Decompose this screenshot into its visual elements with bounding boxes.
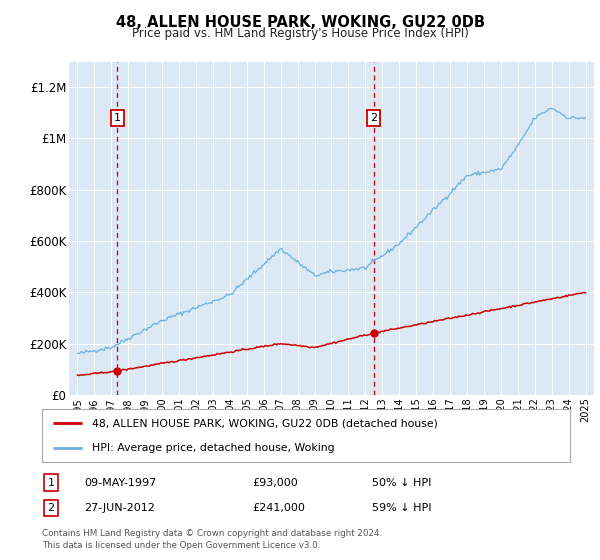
Text: 48, ALLEN HOUSE PARK, WOKING, GU22 0DB: 48, ALLEN HOUSE PARK, WOKING, GU22 0DB [115, 15, 485, 30]
Text: £241,000: £241,000 [252, 503, 305, 513]
Text: 09-MAY-1997: 09-MAY-1997 [84, 478, 156, 488]
Text: £93,000: £93,000 [252, 478, 298, 488]
Text: 2: 2 [47, 503, 55, 513]
Text: 1: 1 [114, 113, 121, 123]
Text: 59% ↓ HPI: 59% ↓ HPI [372, 503, 431, 513]
Text: 48, ALLEN HOUSE PARK, WOKING, GU22 0DB (detached house): 48, ALLEN HOUSE PARK, WOKING, GU22 0DB (… [92, 418, 438, 428]
Text: Contains HM Land Registry data © Crown copyright and database right 2024.
This d: Contains HM Land Registry data © Crown c… [42, 529, 382, 550]
Text: 27-JUN-2012: 27-JUN-2012 [84, 503, 155, 513]
Text: 2: 2 [370, 113, 377, 123]
Text: 50% ↓ HPI: 50% ↓ HPI [372, 478, 431, 488]
Text: Price paid vs. HM Land Registry's House Price Index (HPI): Price paid vs. HM Land Registry's House … [131, 27, 469, 40]
Text: 1: 1 [47, 478, 55, 488]
Text: HPI: Average price, detached house, Woking: HPI: Average price, detached house, Woki… [92, 442, 335, 452]
